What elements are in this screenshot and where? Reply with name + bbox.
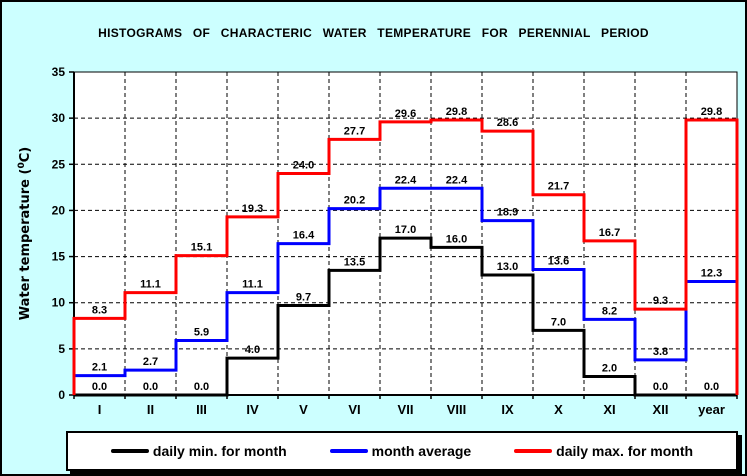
value-label: 16.0	[446, 233, 467, 245]
value-label: 8.3	[92, 304, 107, 316]
value-label: 29.6	[395, 108, 416, 120]
value-label: 28.6	[497, 117, 518, 129]
value-label: 29.8	[701, 106, 722, 118]
value-label: 12.3	[701, 267, 722, 279]
value-label: 2.1	[92, 362, 107, 374]
value-label: 20.2	[344, 195, 365, 207]
x-category-label: XII	[653, 402, 669, 417]
y-tick-label: 15	[52, 250, 66, 264]
value-label: 0.0	[704, 381, 719, 393]
x-category-label: IX	[501, 402, 514, 417]
value-label: 3.8	[653, 346, 668, 358]
y-tick-label: 10	[52, 296, 66, 310]
series-line-2	[72, 118, 739, 395]
legend-item-month-average: month average	[329, 443, 472, 459]
series-line-0	[74, 236, 737, 397]
x-category-label: IV	[246, 402, 259, 417]
value-label: 11.1	[242, 279, 263, 291]
value-label: 27.7	[344, 125, 365, 137]
legend-line-sample-min	[110, 449, 149, 453]
value-label: 2.0	[602, 363, 617, 375]
series-line-1	[72, 186, 739, 395]
y-tick-label: 30	[52, 111, 66, 125]
value-label: 19.3	[242, 203, 263, 215]
y-tick-label: 5	[58, 342, 65, 356]
legend-line-sample-max	[514, 449, 553, 453]
legend-box: daily min. for month month average daily…	[66, 431, 738, 471]
y-tick-label: 35	[52, 65, 66, 79]
value-label: 16.4	[293, 230, 315, 242]
value-label: 13.5	[344, 256, 365, 268]
y-tick-label: 25	[52, 157, 66, 171]
x-category-label: XI	[603, 402, 615, 417]
value-label: 17.0	[395, 224, 416, 236]
value-label: 21.7	[548, 181, 569, 193]
x-category-label: VI	[348, 402, 360, 417]
value-label: 5.9	[194, 327, 209, 339]
value-label: 2.7	[143, 356, 158, 368]
legend-item-daily-min: daily min. for month	[110, 443, 287, 459]
value-label: 15.1	[191, 242, 212, 254]
value-label: 22.4	[395, 174, 417, 186]
y-tick-labels: 0 5 10 15 20 25 30 35	[52, 65, 66, 402]
y-tick-label: 20	[52, 203, 66, 217]
value-label: 8.2	[602, 305, 617, 317]
value-label: 0.0	[194, 381, 209, 393]
x-category-label: VIII	[447, 402, 467, 417]
legend-item-daily-max: daily max. for month	[514, 443, 693, 459]
x-category-label: VII	[398, 402, 414, 417]
value-label: 24.0	[293, 160, 314, 172]
value-labels: 0.0 0.0 0.0 4.0 9.7 13.5 17.0 16.0 13.0 7.0 2.0 0.0…	[92, 106, 722, 393]
x-category-label: I	[98, 402, 102, 417]
value-label: 13.6	[548, 255, 569, 267]
x-category-label: III	[196, 402, 207, 417]
value-label: 0.0	[143, 381, 158, 393]
y-axis-title: Water temperature (0C)	[17, 147, 33, 320]
value-label: 22.4	[446, 174, 468, 186]
value-label: 0.0	[92, 381, 107, 393]
value-label: 29.8	[446, 106, 467, 118]
value-label: 9.7	[296, 291, 311, 303]
value-label: 7.0	[551, 316, 566, 328]
x-category-labels: I II III IV V VI VII VIII IX X XI XII year	[98, 402, 725, 417]
value-label: 0.0	[653, 381, 668, 393]
legend-label-month-average: month average	[371, 443, 472, 459]
value-label: 13.0	[497, 261, 518, 273]
chart-title: HISTOGRAMS OF CHARACTERIC WATER TEMPERAT…	[98, 26, 649, 40]
x-category-label: X	[554, 402, 563, 417]
legend-label-daily-min: daily min. for month	[152, 443, 287, 459]
x-category-label: V	[299, 402, 308, 417]
y-tick-label: 0	[58, 388, 65, 402]
value-label: 11.1	[140, 279, 161, 291]
x-category-label: II	[147, 402, 154, 417]
value-label: 16.7	[599, 227, 620, 239]
value-label: 18.9	[497, 207, 518, 219]
x-category-label: year	[698, 402, 725, 417]
value-label: 4.0	[245, 344, 260, 356]
value-label: 9.3	[653, 295, 668, 307]
legend-label-daily-max: daily max. for month	[556, 443, 694, 459]
legend-line-sample-avg	[329, 449, 368, 453]
